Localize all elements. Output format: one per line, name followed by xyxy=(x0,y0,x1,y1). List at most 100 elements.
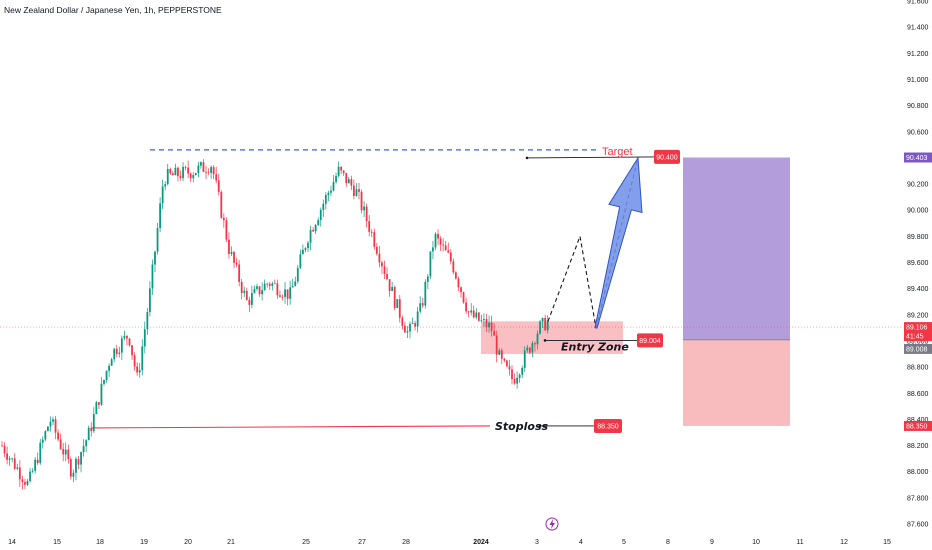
price-axis[interactable]: 91.600 91.400 91.200 91.000 90.800 90.600 90.4… xyxy=(907,0,929,529)
y-tick-label: 88.000 xyxy=(907,469,929,476)
target-arrow[interactable] xyxy=(594,156,643,329)
candle-body xyxy=(518,374,521,378)
candle-body xyxy=(330,190,332,193)
candle-body xyxy=(317,220,320,226)
candle-body xyxy=(228,239,230,254)
candle-body xyxy=(1,445,3,447)
candle-body xyxy=(324,194,327,204)
candle-body xyxy=(544,317,547,331)
target-pointer-dot xyxy=(525,156,529,160)
candle-body xyxy=(98,402,100,405)
candle-body xyxy=(523,350,526,368)
candle-body xyxy=(546,320,549,331)
candle-body xyxy=(85,440,88,447)
stoploss-price-text: 88.350 xyxy=(597,423,619,430)
x-tick-label: 12 xyxy=(840,539,848,546)
candle-body xyxy=(169,168,172,174)
candle-body xyxy=(273,283,276,285)
candle-body xyxy=(110,359,113,366)
candle-body xyxy=(258,286,261,295)
x-tick-label: 8 xyxy=(666,539,670,546)
target-price-text: 90.400 xyxy=(656,154,678,161)
candle-body xyxy=(64,449,67,455)
candle-body xyxy=(126,335,128,339)
candle-body xyxy=(128,338,131,346)
candle-body xyxy=(457,278,460,288)
candle-body xyxy=(528,347,531,353)
candle-body xyxy=(225,220,228,240)
lightning-icon[interactable] xyxy=(545,517,559,531)
target-price-tag: 90.400 xyxy=(654,149,680,164)
candle-body xyxy=(493,330,496,336)
candle-body xyxy=(381,262,383,267)
candle-body xyxy=(143,329,146,347)
candle-body xyxy=(472,310,475,318)
candle-body xyxy=(485,318,488,328)
y-tick-label: 90.600 xyxy=(907,129,929,136)
candle-body xyxy=(500,350,503,359)
y-tick-label: 91.600 xyxy=(907,0,929,6)
candle-body xyxy=(434,233,437,248)
candle-body xyxy=(179,176,182,179)
candle-body xyxy=(80,452,82,465)
candle-body xyxy=(39,442,42,463)
candle-body xyxy=(368,221,371,232)
candle-body xyxy=(332,181,335,191)
candle-body xyxy=(261,290,263,295)
candle-body xyxy=(495,335,498,355)
candle-body xyxy=(541,317,544,322)
candle-body xyxy=(335,175,337,182)
candle-body xyxy=(90,427,93,432)
entry-zone-label: Entry Zone xyxy=(561,340,629,353)
candle-body xyxy=(215,174,218,181)
candle-body xyxy=(212,167,215,175)
candle-body xyxy=(194,173,197,176)
candle-body xyxy=(286,289,289,299)
candle-body xyxy=(291,285,294,288)
candle-body xyxy=(174,167,177,176)
y-tick-label: 87.600 xyxy=(907,522,929,529)
x-tick-label: 20 xyxy=(184,539,192,546)
axis-timer-text: 41:45 xyxy=(906,334,924,341)
candle-body xyxy=(266,283,269,285)
candle-body xyxy=(347,179,350,184)
candle-body xyxy=(281,296,284,298)
profit-zone[interactable] xyxy=(683,157,790,340)
y-tick-label: 89.400 xyxy=(907,286,929,293)
candle-body xyxy=(171,173,174,176)
candle-body xyxy=(383,266,386,275)
candle-body xyxy=(414,323,416,327)
candle-body xyxy=(138,370,141,373)
candle-body xyxy=(154,251,156,265)
x-tick-label: 9 xyxy=(710,539,714,546)
x-tick-label: 4 xyxy=(579,539,583,546)
x-tick-label: 14 xyxy=(8,539,16,546)
candle-body xyxy=(220,191,223,218)
candle-body xyxy=(105,370,108,380)
entry-price-tag: 89.004 xyxy=(637,333,663,348)
candle-body xyxy=(442,244,445,246)
y-tick-label: 89.200 xyxy=(907,312,929,319)
time-axis[interactable]: 14 15 18 19 20 21 25 27 28 2024 3 4 5 8 9 10 11 12 15 xyxy=(8,539,891,546)
candle-body xyxy=(156,228,159,252)
candle-body xyxy=(166,168,169,185)
entry-zone-rect[interactable] xyxy=(481,321,623,355)
candle-body xyxy=(513,379,516,384)
candle-body xyxy=(26,481,29,485)
candle-body xyxy=(360,191,363,211)
candle-body xyxy=(108,365,110,371)
loss-zone[interactable] xyxy=(683,339,790,426)
projection-path xyxy=(547,234,597,328)
candle-body xyxy=(245,290,248,300)
candle-body xyxy=(531,343,534,353)
candle-body xyxy=(100,383,103,405)
candle-body xyxy=(210,167,212,173)
candle-body xyxy=(322,203,325,210)
candle-body xyxy=(182,166,184,179)
candle-body xyxy=(534,343,536,345)
y-tick-label: 89.000 xyxy=(907,338,929,345)
candle-body xyxy=(307,242,309,249)
stoploss-line[interactable] xyxy=(91,425,491,429)
